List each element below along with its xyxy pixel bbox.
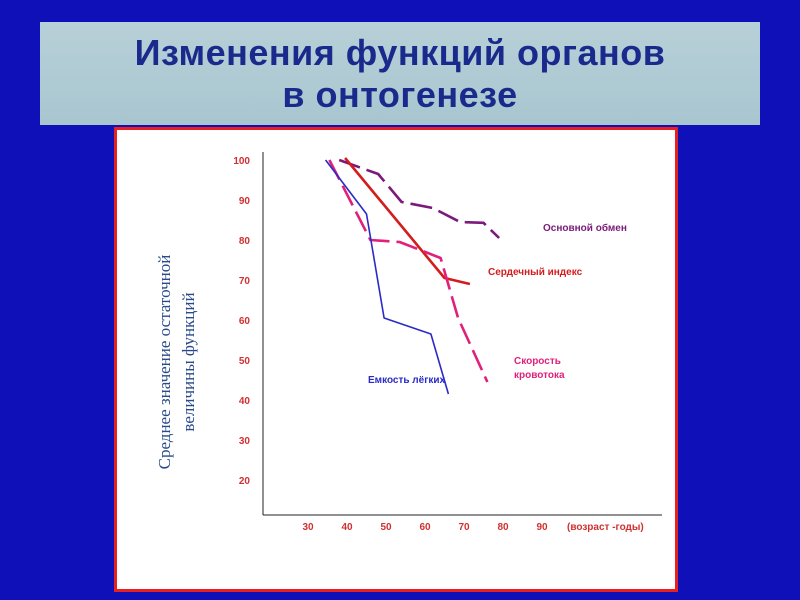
x-tick-label: 40 [341, 522, 353, 533]
y-tick-label: 70 [239, 276, 251, 287]
y-tick-label: 90 [239, 196, 251, 207]
x-tick-label: 60 [419, 522, 431, 533]
series-line-blood-flow [328, 159, 489, 383]
chart-axes [262, 152, 662, 516]
series-label-basal-metabolism: Основной обмен [543, 222, 627, 234]
x-tick-labels: 30 40 50 60 70 80 90 [302, 522, 548, 533]
series-labels: Основной обмен Сердечный индекс Скорость… [368, 222, 627, 386]
y-tick-label: 30 [239, 436, 251, 447]
y-tick-label: 60 [239, 316, 251, 327]
title-banner: Изменения функций органов в онтогенезе [40, 22, 760, 125]
y-tick-label: 40 [239, 396, 251, 407]
y-axis-label-line-2: величины функций [179, 292, 198, 431]
y-axis-label-line-1: Среднее значение остаточной [155, 255, 174, 470]
chart-panel: 20 30 40 50 60 70 80 90 100 30 40 50 60 70 80 90 (возр… [114, 127, 678, 592]
series-label-cardiac-index: Сердечный индекс [488, 267, 583, 278]
slide-title-line-2: в онтогенезе [282, 73, 518, 115]
x-tick-label: 90 [536, 522, 548, 533]
y-axis-label: Среднее значение остаточной величины фун… [155, 255, 198, 470]
y-tick-label: 100 [233, 156, 250, 167]
x-tick-label: 70 [458, 522, 470, 533]
series-line-lung-capacity [324, 159, 450, 395]
x-axis-label: (возраст -годы) [567, 522, 644, 533]
series-label-blood-flow-line-1: Скорость [514, 356, 561, 367]
x-tick-label: 30 [302, 522, 314, 533]
series-lines [324, 157, 501, 395]
series-label-blood-flow-line-2: кровотока [514, 370, 565, 381]
y-tick-labels: 20 30 40 50 60 70 80 90 100 [233, 156, 250, 487]
series-label-lung-capacity: Емкость лёгких [368, 375, 446, 386]
series-line-basal-metabolism [338, 158, 501, 239]
y-tick-label: 50 [239, 356, 251, 367]
slide-title-line-1: Изменения функций органов [134, 31, 666, 73]
series-line-cardiac-index [344, 157, 471, 286]
x-tick-label: 80 [497, 522, 509, 533]
x-tick-label: 50 [380, 522, 392, 533]
y-tick-label: 80 [239, 236, 251, 247]
line-chart: 20 30 40 50 60 70 80 90 100 30 40 50 60 70 80 90 (возр… [155, 152, 662, 533]
y-tick-label: 20 [239, 476, 251, 487]
